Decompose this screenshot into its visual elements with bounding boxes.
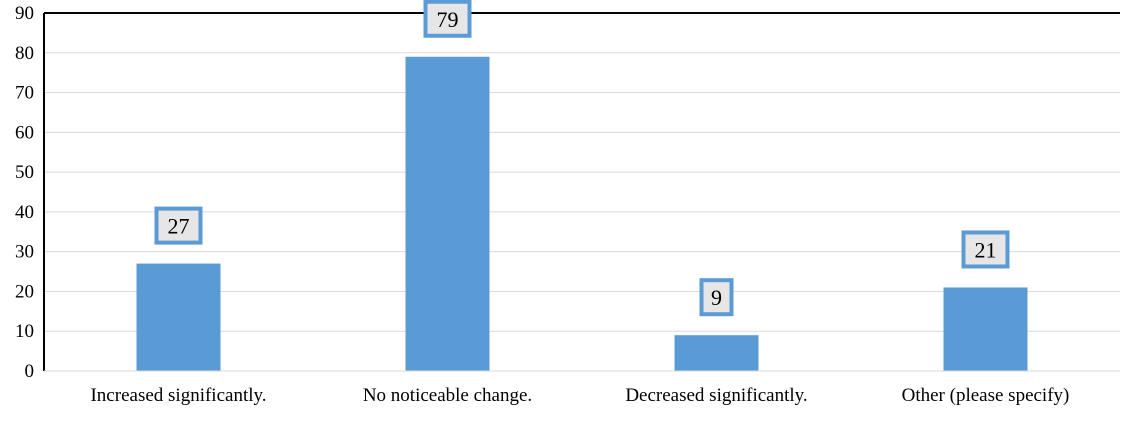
x-category-label: No noticeable change. — [363, 385, 532, 406]
y-tick-label: 10 — [15, 321, 34, 342]
data-label: 21 — [975, 237, 997, 262]
y-tick-label: 90 — [15, 3, 34, 24]
x-axis-category-labels: Increased significantly. No noticeable ch… — [90, 385, 1069, 406]
plot-frame — [43, 12, 1120, 372]
data-label-box — [423, 0, 472, 38]
data-labels: 27 79 9 21 — [154, 0, 1010, 317]
data-label: 79 — [437, 7, 459, 32]
data-label-box — [154, 206, 203, 245]
bar — [943, 287, 1028, 371]
y-tick-label: 30 — [15, 242, 34, 263]
y-tick-label: 0 — [25, 361, 35, 382]
x-category-label: Other (please specify) — [902, 385, 1070, 406]
y-tick-label: 80 — [15, 43, 34, 64]
y-tick-label: 50 — [15, 162, 34, 183]
x-category-label: Decreased significantly. — [625, 385, 807, 406]
data-label: 27 — [168, 214, 190, 239]
bar — [405, 56, 490, 371]
data-label-box — [699, 278, 734, 317]
data-label-box — [961, 230, 1010, 269]
data-label: 9 — [711, 285, 722, 310]
y-axis-tick-labels: 0 10 20 30 40 50 60 70 80 90 — [15, 3, 34, 382]
bar — [674, 335, 759, 371]
bars — [136, 56, 1028, 371]
y-tick-label: 70 — [15, 83, 34, 104]
y-tick-label: 60 — [15, 122, 34, 143]
y-tick-label: 20 — [15, 281, 34, 302]
x-category-label: Increased significantly. — [90, 385, 266, 406]
bar — [136, 263, 221, 371]
gridlines — [44, 52, 1120, 332]
y-tick-label: 40 — [15, 202, 34, 223]
